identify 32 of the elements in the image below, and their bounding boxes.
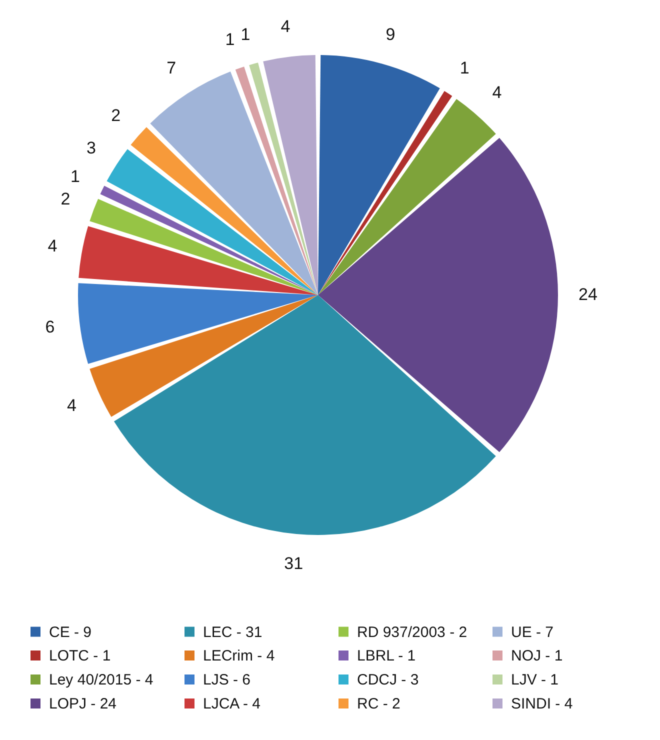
legend-label: LJCA - 4	[203, 696, 261, 712]
data-label: 31	[284, 554, 304, 573]
legend-label: LJS - 6	[203, 672, 251, 688]
legend-label: SINDI - 4	[511, 696, 573, 712]
data-label: 4	[280, 16, 290, 36]
legend-label: UE - 7	[511, 624, 554, 641]
legend-label: Ley 40/2015 - 4	[49, 672, 154, 688]
data-label: 7	[166, 58, 176, 78]
legend-label: CDCJ - 3	[357, 672, 419, 688]
legend-label: LJV - 1	[511, 672, 559, 688]
legend-label: LBRL - 1	[357, 648, 416, 664]
data-label: 1	[70, 166, 80, 186]
data-label: 3	[86, 138, 96, 158]
legend-label: LOPJ - 24	[49, 696, 117, 712]
data-label: 6	[45, 318, 55, 337]
data-label: 1	[460, 58, 470, 78]
data-label: 4	[67, 396, 77, 415]
legend-label: RC - 2	[357, 696, 400, 712]
legend-label: CE - 9	[49, 624, 92, 641]
data-label: 1	[225, 30, 235, 49]
data-label: 1	[240, 24, 250, 44]
data-label: 2	[111, 106, 121, 125]
legend-label: LECrim - 4	[203, 648, 275, 664]
data-label: 4	[492, 82, 502, 102]
legend-label: LEC - 31	[203, 624, 262, 641]
data-label: 4	[48, 236, 58, 256]
legend-label: LOTC - 1	[49, 648, 111, 664]
data-label: 24	[578, 285, 598, 304]
data-label: 2	[60, 189, 70, 208]
legend-label: NOJ - 1	[511, 648, 563, 664]
legend-label: RD 937/2003 - 2	[357, 624, 468, 641]
data-label: 9	[386, 24, 396, 44]
